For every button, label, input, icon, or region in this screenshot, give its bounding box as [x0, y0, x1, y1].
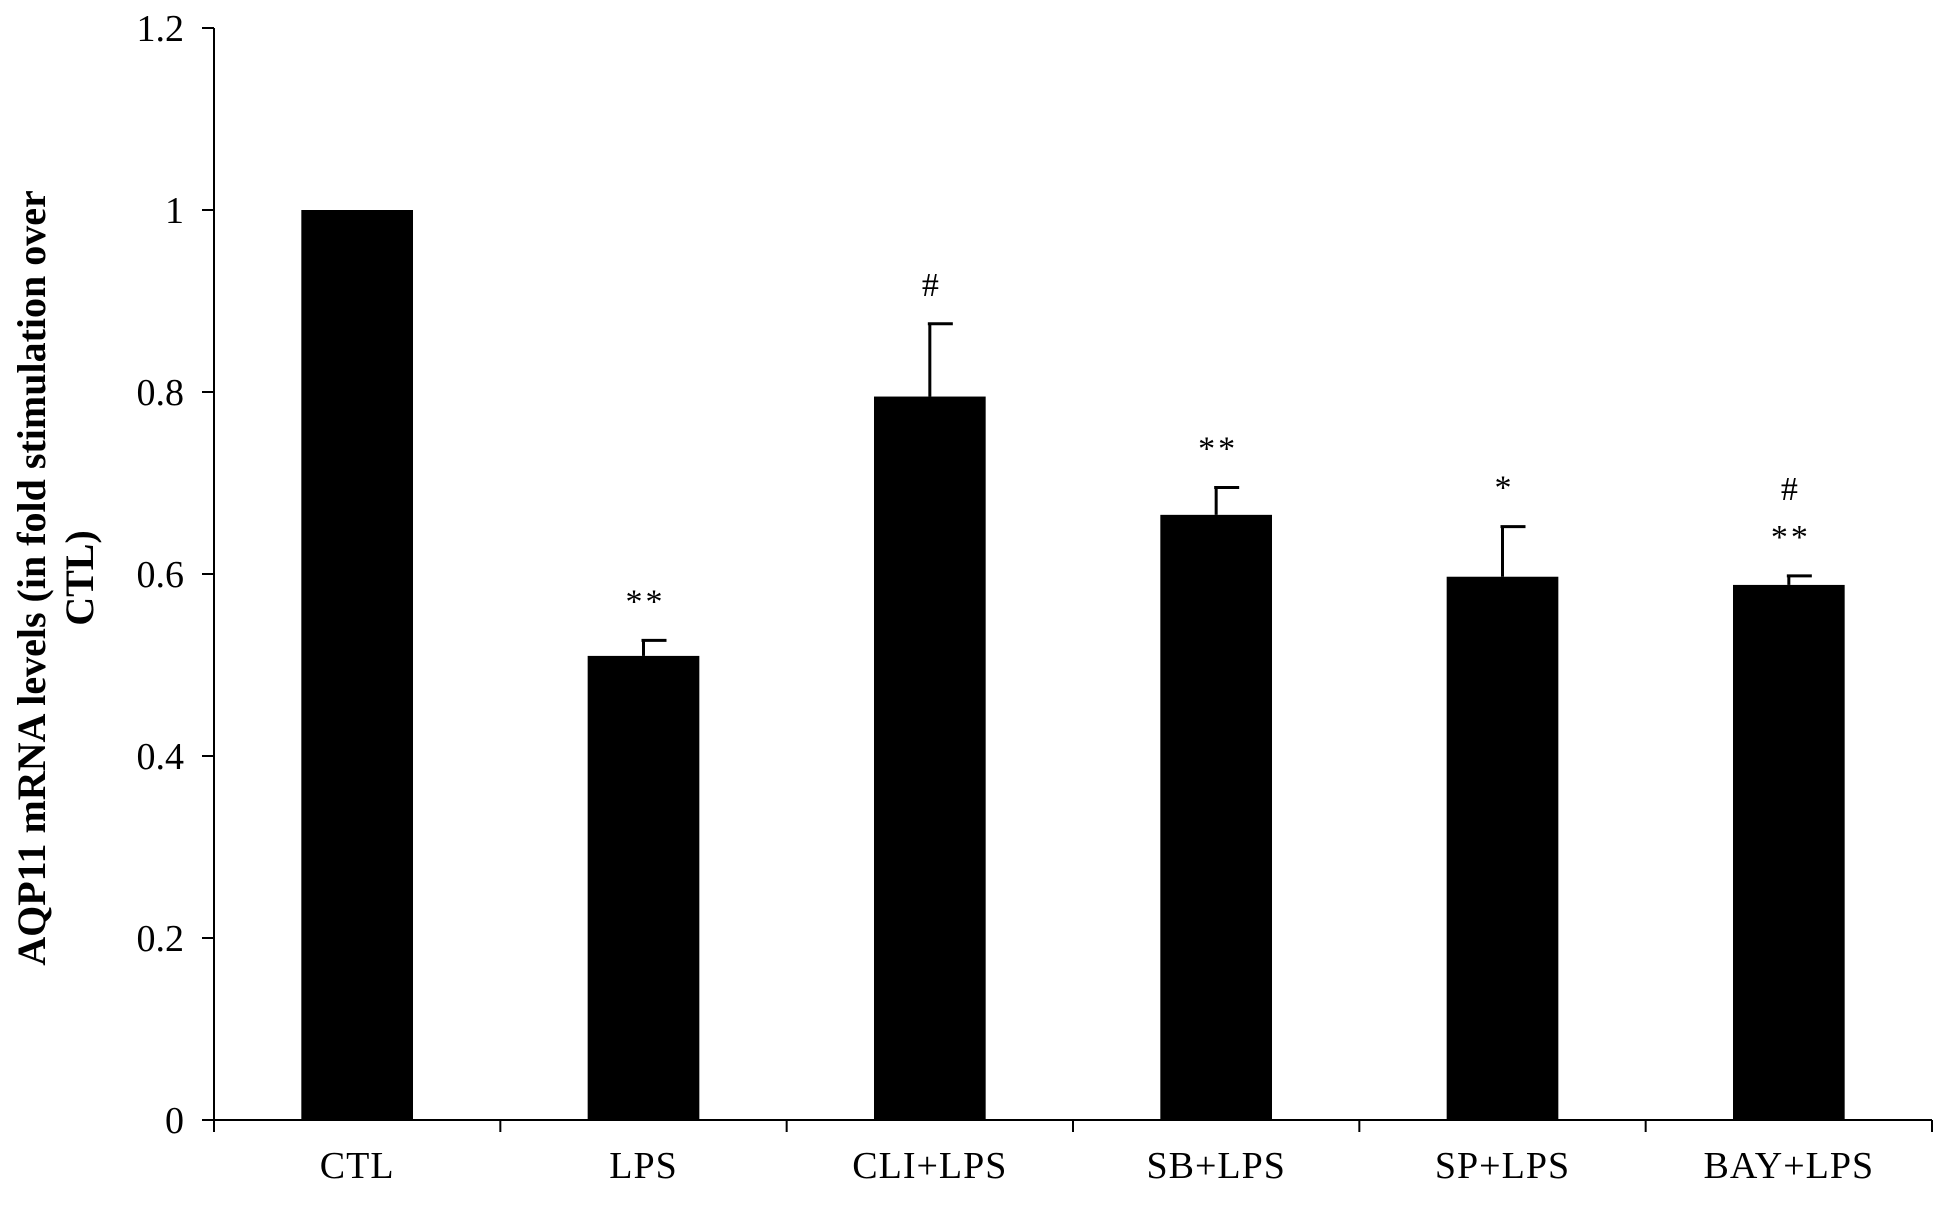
- x-category-label: SP+LPS: [1435, 1145, 1570, 1187]
- y-axis: 0 0.2 0.4 0.6 0.8 1 1.2: [137, 8, 215, 1142]
- y-axis-title-line1: AQP11 mRNA levels (in fold stimulation o…: [9, 190, 54, 966]
- x-category-label: LPS: [609, 1145, 677, 1187]
- significance-mark: *: [1495, 470, 1515, 507]
- x-axis: [213, 1119, 1933, 1132]
- y-tick-label: 0: [165, 1100, 184, 1142]
- significance-mark: #: [922, 267, 942, 304]
- bar: [873, 396, 986, 1120]
- significance-mark: #: [1781, 471, 1801, 508]
- y-tick-label: 0.8: [137, 372, 185, 414]
- bars: [301, 210, 1845, 1120]
- significance-mark: **: [1771, 519, 1811, 556]
- x-category-label: SB+LPS: [1146, 1145, 1285, 1187]
- y-axis-title: AQP11 mRNA levels (in fold stimulation o…: [9, 190, 102, 966]
- x-category-label: BAY+LPS: [1704, 1145, 1875, 1187]
- category-labels: CTL LPS CLI+LPS SB+LPS SP+LPS BAY+LPS: [320, 1145, 1875, 1187]
- significance-mark: **: [1198, 431, 1238, 468]
- x-category-label: CLI+LPS: [852, 1145, 1007, 1187]
- significance-annotations: **#*****#: [626, 267, 1811, 621]
- y-tick-label: 0.4: [137, 736, 185, 778]
- bar: [301, 210, 414, 1120]
- y-tick-label: 0.2: [137, 918, 185, 960]
- y-tick-label: 0.6: [137, 554, 185, 596]
- error-bars: [641, 322, 1812, 656]
- bar: [587, 655, 700, 1120]
- y-tick-label: 1.2: [137, 8, 185, 50]
- x-category-label: CTL: [320, 1145, 395, 1187]
- bar: [1446, 576, 1559, 1120]
- bar: [1732, 584, 1845, 1120]
- y-tick-label: 1: [165, 190, 184, 232]
- y-axis-title-line2: CTL): [57, 530, 102, 626]
- bar: [1160, 514, 1273, 1120]
- significance-mark: **: [626, 583, 666, 620]
